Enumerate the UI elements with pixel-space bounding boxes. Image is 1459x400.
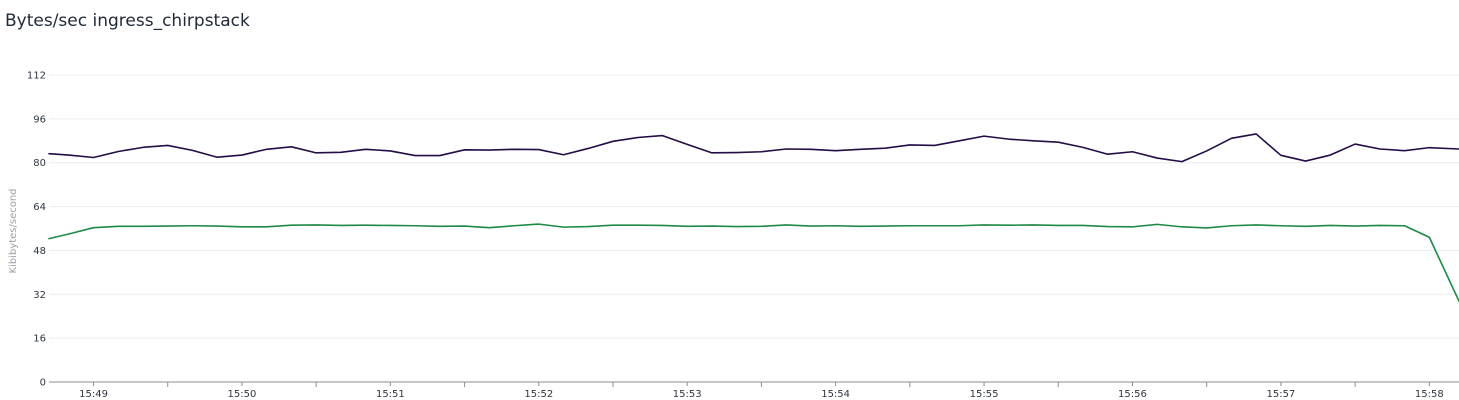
y-tick-label: 0	[40, 378, 46, 389]
panel-title: Bytes/sec ingress_chirpstack	[5, 11, 250, 31]
x-tick-label: 15:57	[1266, 389, 1295, 400]
series-line-1	[48, 133, 1459, 163]
x-tick-label: 15:53	[673, 389, 702, 400]
y-axis-label: Kibibytes/second	[8, 188, 19, 273]
y-tick-label: 32	[33, 290, 46, 301]
y-tick-label: 96	[33, 114, 46, 125]
x-tick-label: 15:55	[970, 389, 999, 400]
y-axis-ticks: 0 16 32 48 64 80 96 112	[27, 71, 46, 389]
x-tick-label: 15:51	[376, 389, 405, 400]
y-tick-label: 16	[33, 334, 46, 345]
series-lines	[48, 133, 1459, 302]
x-tick-label: 15:52	[524, 389, 553, 400]
series-line-2	[48, 223, 1459, 302]
y-tick-label: 80	[33, 158, 46, 169]
x-axis: 15:49 15:50 15:51 15:52 15:53 15:54 15:55 15:56…	[49, 381, 1459, 400]
y-tick-label: 64	[33, 202, 46, 213]
y-tick-label: 48	[33, 246, 46, 257]
x-tick-label: 15:49	[79, 389, 108, 400]
x-tick-label: 15:58	[1415, 389, 1444, 400]
x-tick-label: 15:50	[228, 389, 257, 400]
x-tick-label: 15:56	[1118, 389, 1147, 400]
grid-lines	[49, 74, 1459, 339]
x-tick-label: 15:54	[821, 389, 850, 400]
y-tick-label: 112	[27, 71, 46, 82]
